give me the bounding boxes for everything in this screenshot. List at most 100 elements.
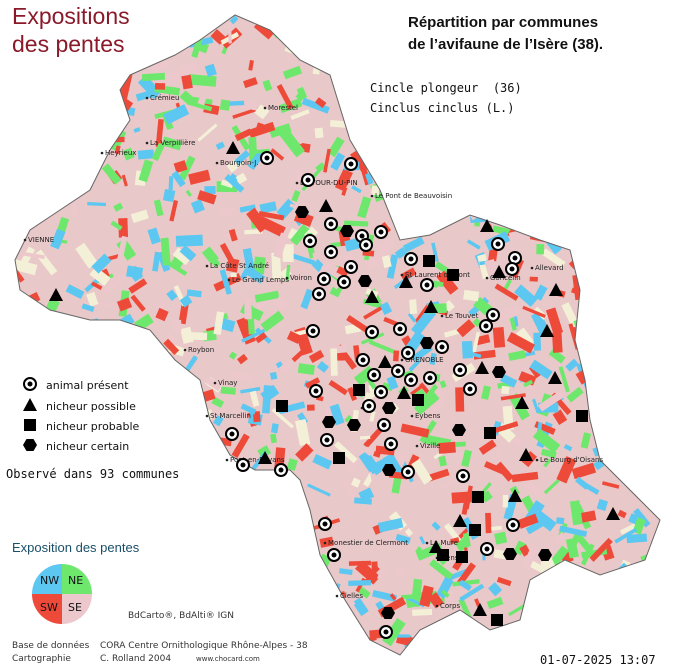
slope-patch bbox=[97, 594, 106, 610]
slope-patch bbox=[178, 18, 195, 33]
slope-patch bbox=[545, 117, 570, 134]
slope-patch bbox=[550, 84, 572, 113]
slope-patch bbox=[642, 590, 655, 600]
slope-patch bbox=[544, 632, 552, 646]
slope-patch bbox=[300, 288, 314, 310]
slope-patch bbox=[107, 336, 123, 357]
slope-patch bbox=[200, 426, 210, 435]
slope-patch bbox=[205, 477, 231, 504]
slope-patch bbox=[585, 325, 595, 347]
slope-patch bbox=[537, 207, 559, 227]
slope-patch bbox=[445, 568, 469, 582]
slope-patch bbox=[634, 225, 655, 238]
marker-present bbox=[495, 241, 501, 247]
slope-patch bbox=[533, 284, 548, 301]
slope-patch bbox=[171, 170, 186, 188]
slope-patch bbox=[149, 390, 162, 406]
slope-patch bbox=[463, 289, 480, 302]
slope-patch bbox=[53, 479, 68, 494]
slope-patch bbox=[529, 276, 538, 282]
quadrant-label: SW bbox=[40, 601, 58, 614]
slope-patch bbox=[638, 453, 648, 472]
place-dot bbox=[145, 141, 149, 145]
slope-patch bbox=[593, 623, 606, 644]
slope-patch bbox=[645, 635, 652, 654]
slope-patch bbox=[604, 57, 616, 79]
slope-patch bbox=[458, 579, 472, 591]
slope-patch bbox=[364, 374, 377, 390]
marker-present bbox=[509, 266, 515, 272]
slope-patch bbox=[611, 316, 617, 338]
slope-patch bbox=[454, 50, 478, 74]
slope-patch bbox=[360, 51, 377, 72]
marker-present bbox=[363, 242, 369, 248]
slope-patch bbox=[161, 136, 183, 151]
marker-certain bbox=[503, 547, 517, 561]
slope-patch bbox=[29, 116, 57, 121]
slope-patch bbox=[537, 390, 566, 412]
slope-patch bbox=[270, 148, 285, 161]
slope-patch bbox=[428, 397, 445, 419]
slope-patch bbox=[390, 52, 408, 72]
slope-patch bbox=[451, 491, 477, 504]
slope-patch bbox=[122, 147, 135, 161]
place-dot bbox=[23, 238, 27, 242]
slope-patch bbox=[598, 143, 617, 159]
slope-patch bbox=[474, 628, 489, 644]
slope-patch bbox=[155, 300, 167, 310]
slope-patch bbox=[628, 591, 641, 605]
marker-present bbox=[484, 546, 490, 552]
slope-patch bbox=[532, 398, 540, 414]
slope-patch bbox=[247, 584, 259, 599]
slope-patch bbox=[650, 266, 660, 280]
slope-patch bbox=[581, 335, 592, 348]
slope-patch bbox=[400, 423, 430, 438]
place-label: Roybon bbox=[188, 346, 214, 354]
slope-patch bbox=[411, 308, 436, 336]
slope-patch bbox=[551, 121, 563, 126]
slope-patch bbox=[451, 52, 470, 81]
marker-present bbox=[490, 312, 496, 318]
slope-patch bbox=[363, 642, 378, 655]
slope-patch bbox=[175, 234, 203, 247]
slope-patch bbox=[652, 262, 660, 281]
slope-patch bbox=[395, 567, 406, 575]
slope-patch bbox=[586, 293, 608, 315]
slope-patch bbox=[461, 449, 473, 468]
slope-patch bbox=[158, 543, 178, 558]
slope-patch bbox=[114, 145, 121, 154]
slope-patch bbox=[19, 136, 24, 164]
slope-patch bbox=[191, 571, 214, 595]
slope-patch bbox=[118, 218, 129, 238]
slope-patch bbox=[495, 153, 503, 160]
slope-patch bbox=[648, 321, 660, 341]
slope-patch bbox=[495, 643, 512, 655]
slope-patch bbox=[121, 174, 128, 187]
slope-patch bbox=[15, 602, 31, 613]
slope-patch bbox=[236, 353, 248, 365]
slope-patch bbox=[548, 187, 561, 200]
slope-patch bbox=[271, 408, 295, 429]
marker-present bbox=[405, 350, 411, 356]
slope-patch bbox=[624, 577, 635, 604]
place-label: La Côte St André bbox=[210, 262, 269, 270]
slope-patch bbox=[125, 508, 144, 534]
slope-patch bbox=[514, 284, 538, 307]
slope-patch bbox=[148, 344, 162, 356]
slope-patch bbox=[193, 544, 213, 567]
place-label: La Mure bbox=[430, 539, 458, 547]
slope-patch bbox=[408, 358, 421, 372]
slope-patch bbox=[633, 508, 651, 528]
slope-patch bbox=[552, 531, 567, 546]
slope-patch bbox=[135, 338, 161, 361]
slope-patch bbox=[328, 379, 348, 396]
slope-patch bbox=[491, 421, 519, 434]
slope-patch bbox=[411, 458, 433, 485]
slope-patch bbox=[614, 461, 625, 473]
slope-patch bbox=[254, 332, 268, 344]
slope-patch bbox=[409, 384, 424, 396]
credit-site: www.chocard.com bbox=[196, 655, 260, 663]
slope-patch bbox=[366, 59, 375, 74]
marker-present bbox=[348, 264, 354, 270]
